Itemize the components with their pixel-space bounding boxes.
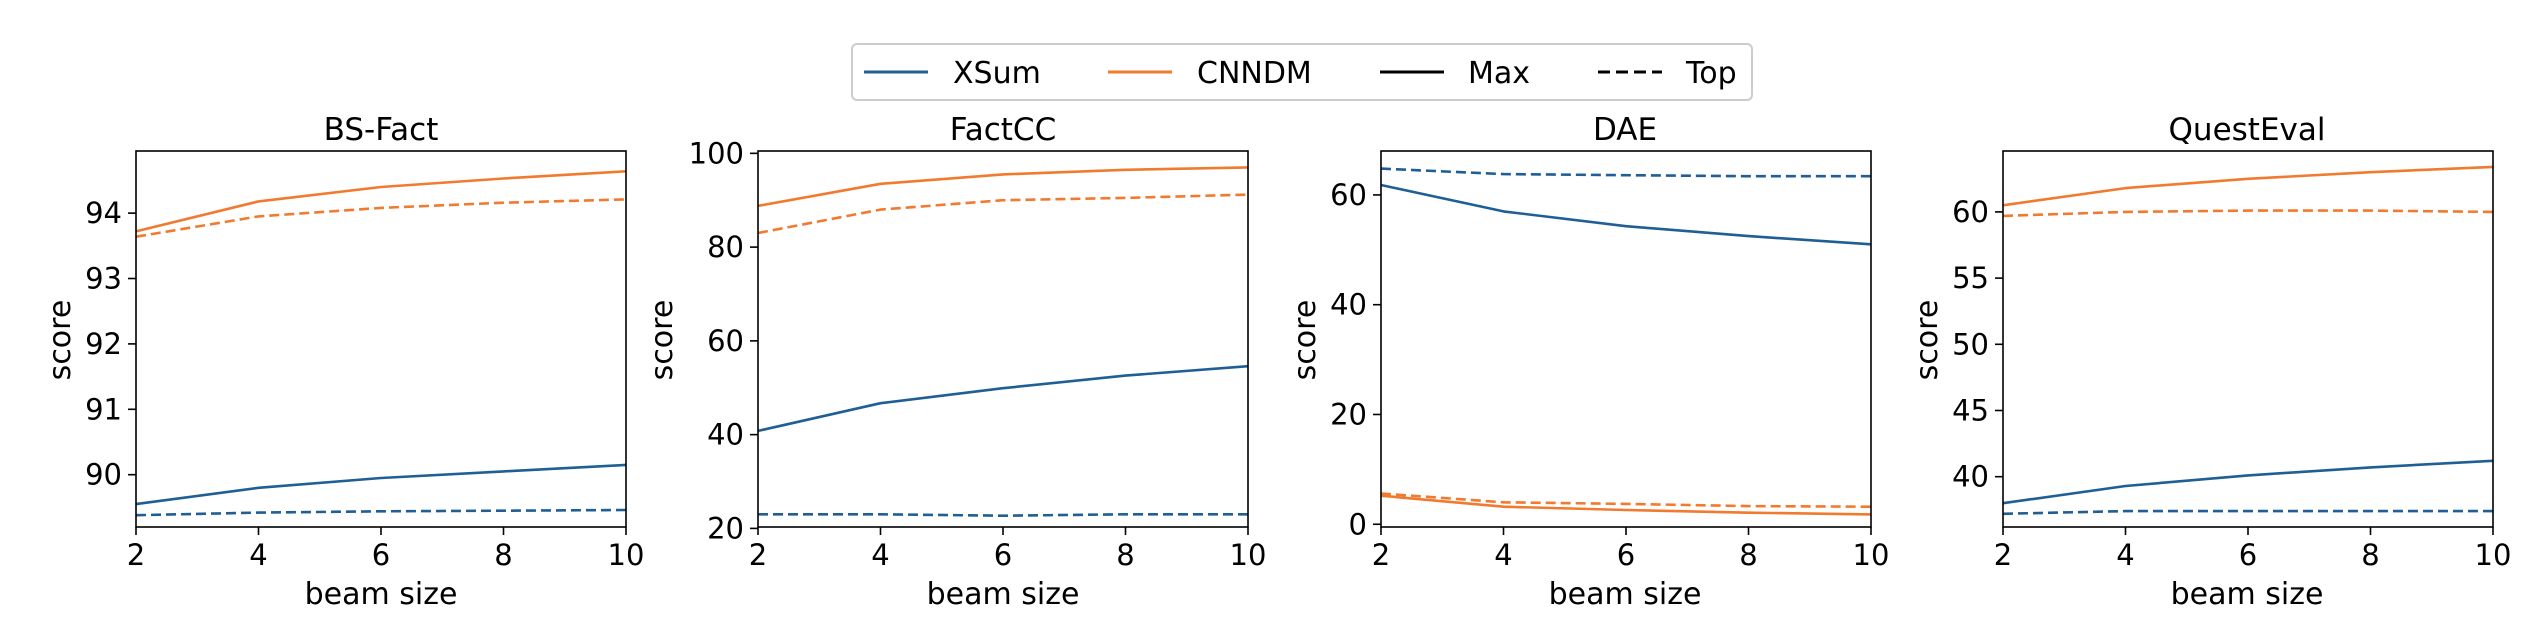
y-tick-label: 40	[707, 418, 744, 452]
y-tick-label: 90	[85, 458, 122, 492]
series-line-cnndm-max	[135, 170, 627, 233]
x-tick-label: 6	[2239, 538, 2257, 572]
panel-bs-fact: BS-Fact 2 4 6 8 10 90 91 92 93 94 beam size score	[43, 112, 644, 612]
y-tick-label: 60	[1952, 195, 1989, 229]
y-axis-label: score	[645, 300, 680, 381]
x-axis-label: beam size	[2171, 577, 2324, 612]
axes-frame	[757, 150, 1249, 528]
panel-factcc: FactCC 2 4 6 8 10 20 40 60 80 100 beam size score	[645, 112, 1266, 612]
y-tick-label: 80	[707, 230, 744, 264]
series-line-cnndm-top	[135, 198, 627, 238]
legend-frame	[851, 43, 1753, 101]
y-tick-label: 55	[1952, 261, 1989, 295]
y-tick-label: 50	[1952, 327, 1989, 361]
y-tick-label: 93	[85, 262, 122, 296]
x-tick-label: 10	[608, 538, 645, 572]
x-tick-label: 6	[372, 538, 390, 572]
x-tick-label: 10	[1230, 538, 1267, 572]
series-line-cnndm-max	[757, 166, 1249, 208]
plot-area: 2 4 6 8 10 0 20 40 60	[1330, 150, 1890, 572]
x-tick-label: 8	[1116, 538, 1134, 572]
x-tick-label: 4	[871, 538, 889, 572]
x-tick-label: 4	[249, 538, 267, 572]
legend-label-cnndm: CNNDM	[1197, 56, 1312, 91]
series-line-xsum-max	[135, 463, 627, 506]
y-tick-label: 40	[1330, 288, 1367, 322]
panel-title: QuestEval	[2169, 112, 2326, 148]
y-axis-label: score	[1288, 300, 1323, 381]
y-tick-label: 91	[85, 392, 122, 426]
series-line-cnndm-top	[1380, 492, 1872, 508]
x-tick-label: 6	[994, 538, 1012, 572]
y-tick-label: 100	[689, 136, 744, 170]
panel-questeval: QuestEval 2 4 6 8 10 40 45 50 55 60 beam size sco…	[1910, 112, 2511, 612]
legend: XSum CNNDM Max Top	[851, 43, 1753, 101]
x-tick-label: 4	[1494, 538, 1512, 572]
x-tick-label: 4	[2116, 538, 2134, 572]
x-tick-label: 8	[2361, 538, 2379, 572]
series-line-xsum-max	[757, 364, 1249, 433]
legend-label-max: Max	[1468, 56, 1530, 91]
series-line-xsum-top	[135, 508, 627, 517]
y-tick-label: 92	[85, 327, 122, 361]
y-axis-label: score	[43, 300, 78, 381]
panel-dae: DAE 2 4 6 8 10 0 20 40 60 beam size score	[1288, 112, 1889, 612]
axes-frame	[1380, 150, 1872, 528]
y-tick-label: 20	[1330, 397, 1367, 431]
panel-title: FactCC	[950, 112, 1056, 148]
x-axis-label: beam size	[1549, 577, 1702, 612]
x-tick-label: 2	[1372, 538, 1390, 572]
series-line-cnndm-max	[1380, 494, 1872, 516]
x-axis-label: beam size	[305, 577, 458, 612]
plot-area: 2 4 6 8 10 20 40 60 80 100	[689, 136, 1267, 572]
panel-title: DAE	[1593, 112, 1657, 148]
plot-area: 2 4 6 8 10 90 91 92 93 94	[85, 150, 645, 572]
series-line-cnndm-top	[757, 193, 1249, 235]
y-tick-label: 60	[707, 324, 744, 358]
y-tick-label: 94	[85, 196, 122, 230]
x-tick-label: 2	[749, 538, 767, 572]
y-tick-label: 45	[1952, 393, 1989, 427]
y-tick-label: 0	[1349, 507, 1367, 541]
series-line-xsum-max	[2002, 459, 2494, 505]
panel-title: BS-Fact	[324, 112, 439, 148]
series-line-xsum-max	[1380, 183, 1872, 246]
y-axis-label: score	[1910, 300, 1945, 381]
series-line-xsum-top	[1380, 167, 1871, 178]
x-tick-label: 8	[494, 538, 512, 572]
plot-area: 2 4 6 8 10 40 45 50 55 60	[1952, 150, 2512, 572]
y-tick-label: 40	[1952, 460, 1989, 494]
x-tick-label: 2	[127, 538, 145, 572]
x-tick-label: 8	[1739, 538, 1757, 572]
y-tick-label: 20	[707, 511, 744, 545]
series-line-xsum-top	[2002, 509, 2493, 516]
series-line-xsum-top	[758, 512, 1248, 518]
x-axis-label: beam size	[927, 577, 1080, 612]
series-line-cnndm-max	[2002, 165, 2494, 207]
x-tick-label: 6	[1617, 538, 1635, 572]
legend-label-top: Top	[1685, 56, 1737, 91]
x-tick-label: 10	[1853, 538, 1890, 572]
x-tick-label: 2	[1994, 538, 2012, 572]
x-tick-label: 10	[2475, 538, 2512, 572]
legend-label-xsum: XSum	[953, 56, 1041, 91]
axes-frame	[2002, 150, 2494, 528]
y-tick-label: 60	[1330, 178, 1367, 212]
series-line-cnndm-top	[2002, 209, 2494, 218]
